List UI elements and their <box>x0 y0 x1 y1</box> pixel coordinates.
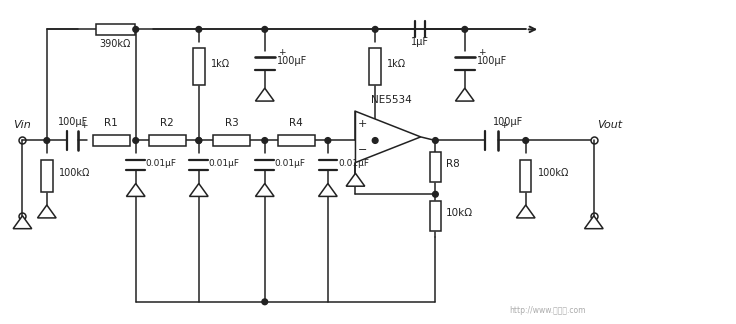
Circle shape <box>262 299 268 305</box>
Text: 0.01μF: 0.01μF <box>275 158 305 168</box>
Text: +: + <box>278 48 286 57</box>
Polygon shape <box>127 183 145 196</box>
Circle shape <box>262 138 268 143</box>
Text: 390kΩ: 390kΩ <box>99 39 131 49</box>
Bar <box>213 135 250 146</box>
Bar <box>41 160 52 192</box>
Text: R2: R2 <box>160 118 174 128</box>
Text: 100kΩ: 100kΩ <box>59 168 91 178</box>
Text: 0.01μF: 0.01μF <box>338 158 369 168</box>
Polygon shape <box>189 183 208 196</box>
Text: http://www.捷径图.com: http://www.捷径图.com <box>509 306 585 315</box>
Text: Vin: Vin <box>13 120 31 130</box>
Circle shape <box>133 138 138 143</box>
Circle shape <box>325 138 330 143</box>
Text: −: − <box>358 145 367 155</box>
Text: NE5534: NE5534 <box>371 95 412 105</box>
Text: R3: R3 <box>225 118 238 128</box>
Bar <box>277 135 315 146</box>
Circle shape <box>133 27 138 32</box>
Polygon shape <box>346 173 365 186</box>
Text: 100μF: 100μF <box>277 56 307 66</box>
Polygon shape <box>456 88 474 101</box>
Circle shape <box>372 27 378 32</box>
Text: 1kΩ: 1kΩ <box>387 59 406 69</box>
Polygon shape <box>517 205 535 218</box>
Circle shape <box>262 27 268 32</box>
Text: 100μF: 100μF <box>57 117 88 127</box>
Circle shape <box>462 27 467 32</box>
Text: +: + <box>478 48 486 57</box>
Bar <box>193 48 205 85</box>
Circle shape <box>523 138 528 143</box>
Text: 0.01μF: 0.01μF <box>209 158 240 168</box>
Text: 10kΩ: 10kΩ <box>446 208 473 218</box>
Bar <box>149 135 186 146</box>
Bar <box>430 201 441 231</box>
Polygon shape <box>38 205 56 218</box>
Text: R8: R8 <box>446 159 460 169</box>
Circle shape <box>196 138 202 143</box>
Circle shape <box>196 27 202 32</box>
Bar <box>96 24 135 35</box>
Text: 100μF: 100μF <box>492 117 523 127</box>
Text: 1kΩ: 1kΩ <box>211 59 230 69</box>
Polygon shape <box>355 111 421 163</box>
Polygon shape <box>13 216 32 229</box>
Circle shape <box>196 138 202 143</box>
Text: R4: R4 <box>289 118 303 128</box>
Bar <box>369 48 381 85</box>
Text: +: + <box>80 122 88 131</box>
Circle shape <box>372 138 378 143</box>
Bar <box>430 152 441 182</box>
Polygon shape <box>255 88 274 101</box>
Text: +: + <box>500 122 507 131</box>
Text: 100kΩ: 100kΩ <box>538 168 569 178</box>
Circle shape <box>433 191 438 197</box>
Text: 100μF: 100μF <box>477 56 507 66</box>
Polygon shape <box>319 183 337 196</box>
Circle shape <box>433 138 438 143</box>
Text: 0.01μF: 0.01μF <box>146 158 177 168</box>
Circle shape <box>44 138 50 143</box>
Text: Vout: Vout <box>598 120 623 130</box>
Bar <box>520 160 531 192</box>
Bar <box>93 135 130 146</box>
Text: R1: R1 <box>105 118 118 128</box>
Text: +: + <box>358 119 367 129</box>
Polygon shape <box>584 216 603 229</box>
Text: 1μF: 1μF <box>411 37 428 47</box>
Polygon shape <box>255 183 274 196</box>
